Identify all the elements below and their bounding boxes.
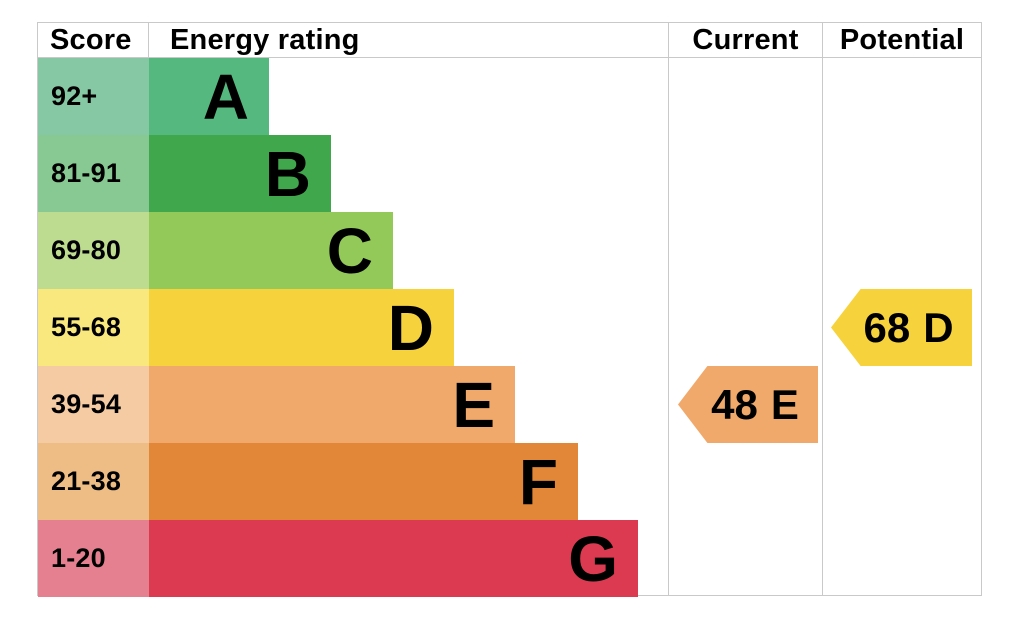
- epc-table: Score Energy rating Current Potential 92…: [37, 22, 982, 597]
- score-range-g: 1-20: [38, 520, 149, 597]
- header-score: Score: [38, 23, 149, 57]
- band-row-g: 1-20 G: [38, 520, 669, 597]
- header-potential: Potential: [839, 23, 965, 56]
- band-row-a: 92+ A: [38, 58, 669, 135]
- current-rating-value: 48: [711, 380, 758, 428]
- band-bar-a: A: [149, 58, 269, 135]
- potential-rating-arrow: 68 D: [831, 289, 972, 366]
- band-bar-g: G: [149, 520, 638, 597]
- band-bar-b: B: [149, 135, 331, 212]
- band-bar-c: C: [149, 212, 393, 289]
- score-range-a: 92+: [38, 58, 149, 135]
- band-bar-f: F: [149, 443, 578, 520]
- score-range-b: 81-91: [38, 135, 149, 212]
- current-rating-arrow: 48 E: [678, 366, 818, 443]
- score-range-c: 69-80: [38, 212, 149, 289]
- rating-bands: 92+ A 81-91 B 69-80 C 55-68 D 39-54 E 21-38 F 1-20 G: [38, 58, 669, 597]
- band-row-e: 39-54 E: [38, 366, 669, 443]
- potential-column-border: [822, 58, 823, 596]
- header-energy-rating: Energy rating: [149, 23, 669, 57]
- potential-rating-value: 68: [863, 303, 911, 351]
- band-row-d: 55-68 D: [38, 289, 669, 366]
- current-column-border: [668, 58, 669, 596]
- band-row-f: 21-38 F: [38, 443, 669, 520]
- band-bar-e: E: [149, 366, 515, 443]
- current-rating-letter: E: [770, 380, 799, 428]
- score-range-e: 39-54: [38, 366, 149, 443]
- header-current: Current: [669, 23, 823, 57]
- table-header: Score Energy rating Current Potential: [38, 23, 981, 58]
- band-row-c: 69-80 C: [38, 212, 669, 289]
- band-row-b: 81-91 B: [38, 135, 669, 212]
- score-range-d: 55-68: [38, 289, 149, 366]
- band-bar-d: D: [149, 289, 454, 366]
- score-range-f: 21-38: [38, 443, 149, 520]
- potential-rating-letter: D: [923, 303, 954, 351]
